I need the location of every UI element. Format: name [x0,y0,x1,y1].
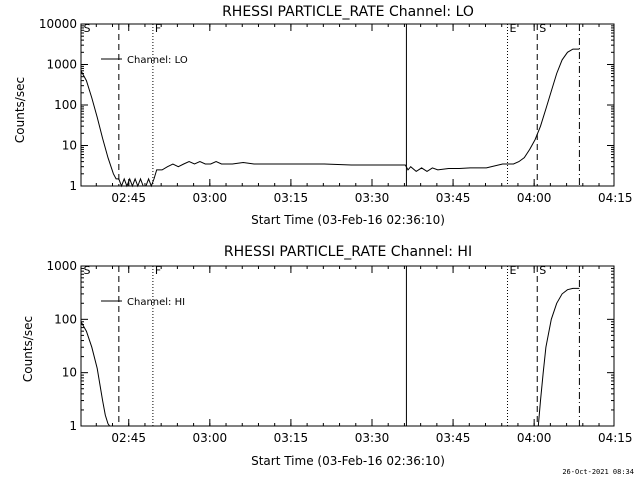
y-tick-label: 100 [54,98,77,112]
y-tick-label: 1 [69,419,77,433]
data-series-line [80,48,580,188]
x-tick-label: 04:00 [517,191,552,205]
event-marker-label: S [539,264,546,277]
event-marker-label: E [510,264,517,277]
legend-label: Channel: HI [127,297,185,308]
x-tick-label: 02:45 [111,431,146,445]
event-marker-label: E [510,22,517,35]
x-axis-label: Start Time (03-Feb-16 02:36:10) [251,454,445,468]
chart-title: RHESSI PARTICLE_RATE Channel: HI [224,244,472,260]
y-tick-label: 100 [54,312,77,326]
chart-title: RHESSI PARTICLE_RATE Channel: LO [222,4,474,20]
x-tick-label: 03:45 [436,431,471,445]
x-tick-label: 03:15 [274,431,309,445]
x-tick-label: 04:15 [598,191,633,205]
y-tick-label: 10 [62,139,77,153]
x-tick-label: 03:45 [436,191,471,205]
plot-frame [80,265,615,427]
x-tick-label: 02:45 [111,191,146,205]
data-series-line [537,287,580,427]
plot-area: 02:45 03:00 03:15 03:30 03:45 04:00 04:15 1 10 10… [39,17,633,205]
event-marker-label: S [539,22,546,35]
plot-frame [80,23,615,187]
y-tick-label: 10 [62,366,77,380]
x-tick-label: 04:15 [598,431,633,445]
y-tick-label: 1000 [46,259,77,273]
y-tick-label: 10000 [39,17,77,31]
x-axis-label: Start Time (03-Feb-16 02:36:10) [251,213,445,227]
plot-area: 02:45 03:00 03:15 03:30 03:45 04:00 04:15 1 10 10… [46,259,632,445]
event-marker-label: S [84,264,91,277]
y-axis-label: Counts/sec [13,77,27,143]
x-tick-label: 03:00 [193,431,228,445]
data-series-line [80,321,111,427]
y-tick-label: 1 [69,179,77,193]
legend-label: Channel: LO [127,55,188,66]
event-marker-label: F [155,22,161,35]
x-tick-label: 03:30 [355,191,390,205]
event-marker-label: S [84,22,91,35]
y-axis-label: Counts/sec [21,316,35,382]
x-tick-label: 03:15 [274,191,309,205]
footer-timestamp: 26-Oct-2021 08:34 [562,468,634,476]
y-tick-label: 1000 [46,58,77,72]
x-tick-label: 03:30 [355,431,390,445]
x-tick-label: 04:00 [517,431,552,445]
x-tick-label: 03:00 [193,191,228,205]
event-marker-label: F [155,264,161,277]
